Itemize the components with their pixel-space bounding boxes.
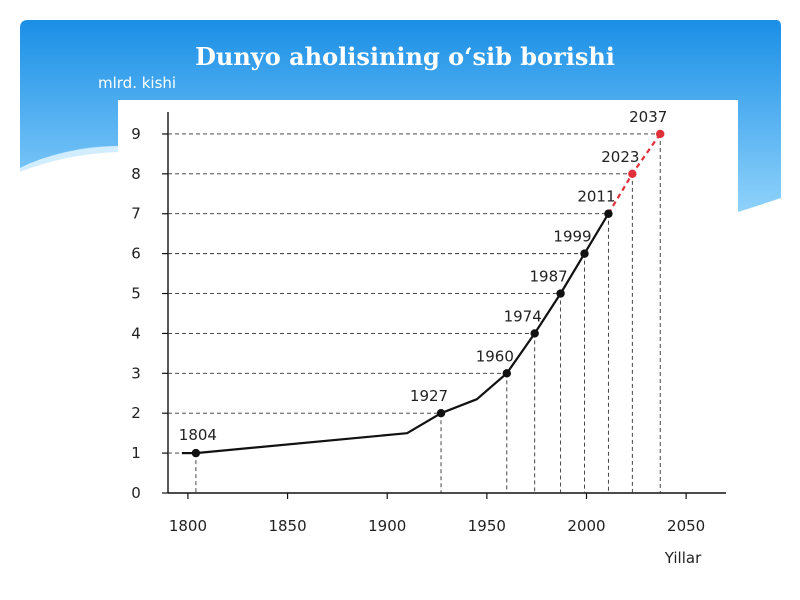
y-tick-label: 3 <box>131 364 141 382</box>
y-axis-label: mlrd. kishi <box>98 74 177 92</box>
data-point <box>604 209 613 218</box>
slide-title: Dunyo aholisining o‘sib borishi <box>195 42 615 71</box>
data-point <box>436 409 446 418</box>
data-point <box>191 448 201 458</box>
data-point-label: 1804 <box>179 426 217 444</box>
data-point <box>580 249 589 258</box>
y-tick-label: 2 <box>131 404 141 422</box>
header-wave <box>20 145 118 172</box>
y-tick-label: 8 <box>131 165 141 183</box>
y-tick-label: 7 <box>131 205 141 223</box>
data-point <box>656 129 665 139</box>
data-point <box>530 329 539 338</box>
data-point-label: 1987 <box>529 268 567 286</box>
y-tick-label: 1 <box>131 444 141 462</box>
x-tick-label: 2000 <box>567 517 605 535</box>
data-point-label: 2023 <box>601 148 639 166</box>
x-tick-label: 1900 <box>368 517 406 535</box>
plot-panel <box>118 100 738 550</box>
data-point-label: 1927 <box>410 387 448 405</box>
data-point-label: 1960 <box>476 347 514 365</box>
y-tick-label: 4 <box>131 324 141 342</box>
y-tick-label: 6 <box>131 245 141 263</box>
data-point-label: 2037 <box>629 108 667 126</box>
data-point-label: 1999 <box>553 228 591 246</box>
data-point-label: 1974 <box>504 307 542 325</box>
x-axis-title: Yillar <box>664 549 702 567</box>
y-tick-label: 5 <box>131 285 141 303</box>
data-point-label: 2011 <box>577 188 615 206</box>
x-tick-label: 1950 <box>468 517 506 535</box>
x-tick-label: 1850 <box>268 517 306 535</box>
y-tick-label: 0 <box>131 484 141 502</box>
y-tick-label: 9 <box>131 125 141 143</box>
data-point <box>502 369 511 378</box>
data-point <box>556 289 565 298</box>
x-tick-label: 2050 <box>667 517 705 535</box>
x-tick-label: 1800 <box>169 517 207 535</box>
header-banner <box>20 20 781 212</box>
data-point <box>628 169 637 179</box>
